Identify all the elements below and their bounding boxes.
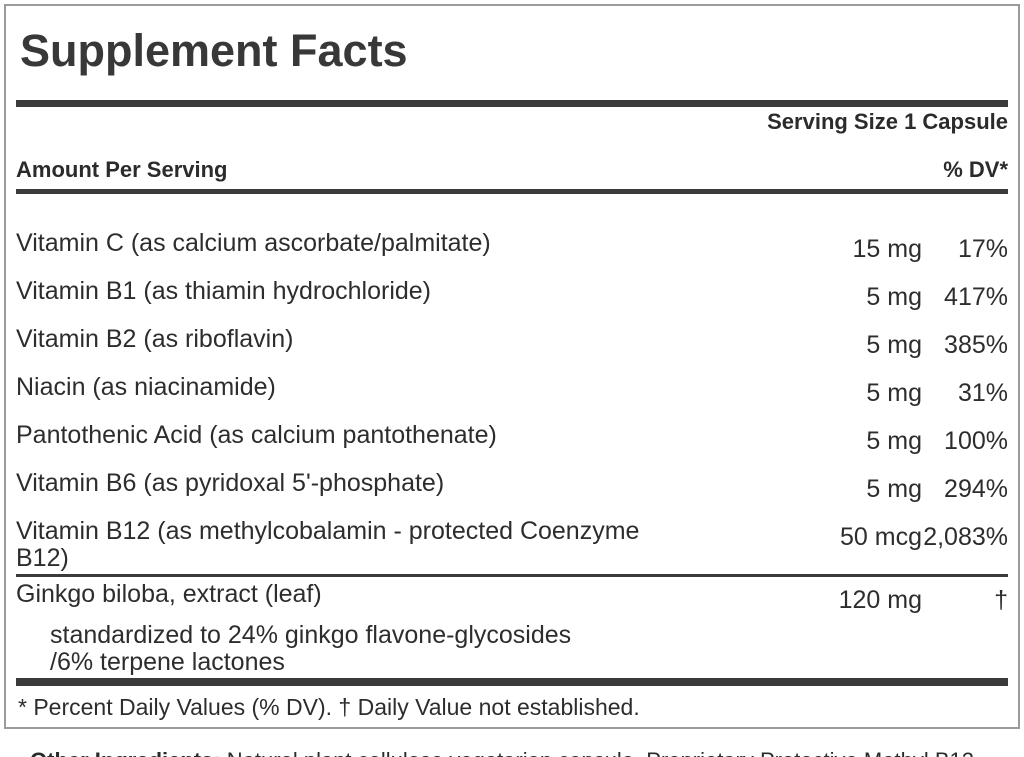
nutrient-amount: 5 mg [866, 283, 922, 311]
title-divider [16, 100, 1008, 107]
nutrient-name: Vitamin C (as calcium ascorbate/palmitat… [16, 229, 491, 257]
nutrient-amount: 15 mg [852, 235, 922, 263]
nutrient-row: Vitamin B2 (as riboflavin) 5 mg 385% [16, 326, 1008, 359]
nutrient-amount: 50 mcg [840, 523, 922, 551]
serving-size: Serving Size 1 Capsule [767, 109, 1008, 134]
nutrient-dv: 417% [944, 283, 1008, 311]
nutrient-dv: 294% [944, 475, 1008, 503]
percent-dv-header: % DV* [943, 157, 1008, 182]
nutrient-row: Niacin (as niacinamide) 5 mg 31% [16, 374, 1008, 407]
nutrient-dv: † [994, 586, 1008, 614]
nutrient-row: Pantothenic Acid (as calcium pantothenat… [16, 422, 1008, 455]
standardization-note-line-2: /6% terpene lactones [50, 648, 285, 676]
nutrient-row: Vitamin B12 (as methylcobalamin - protec… [16, 518, 1008, 572]
nutrient-dv: 385% [944, 331, 1008, 359]
column-header-row: Amount Per Serving % DV* [16, 157, 1008, 183]
nutrient-name: Vitamin B2 (as riboflavin) [16, 325, 294, 353]
supplement-facts-title: Supplement Facts [20, 25, 408, 76]
nutrient-amount: 5 mg [866, 427, 922, 455]
nutrient-name: Vitamin B1 (as thiamin hydrochloride) [16, 277, 432, 305]
nutrient-row: Ginkgo biloba, extract (leaf) 120 mg † [16, 581, 1008, 614]
nutrient-dv: 17% [957, 235, 1008, 263]
nutrient-name: Ginkgo biloba, extract (leaf) [16, 580, 322, 608]
nutrient-dv: 31% [957, 379, 1008, 407]
other-ingredients: Other Ingredients: Natural plant cellulo… [30, 743, 992, 757]
b12-ginkgo-divider [16, 574, 1008, 577]
other-ingredients-heading: Other Ingredients: [30, 748, 221, 757]
nutrient-amount: 5 mg [866, 379, 922, 407]
footnote-divider [16, 678, 1008, 686]
nutrient-name: Niacin (as niacinamide) [16, 373, 276, 401]
nutrient-name: Vitamin B6 (as pyridoxal 5'-phosphate) [16, 469, 445, 497]
nutrient-amount: 5 mg [866, 475, 922, 503]
nutrient-name: Vitamin B12 (as methylcobalamin - protec… [16, 517, 640, 572]
amount-per-serving-header: Amount Per Serving [16, 157, 228, 182]
other-ingredients-text: Natural plant cellulose vegetarian capsu… [30, 748, 974, 757]
nutrient-dv: 2,083% [923, 523, 1008, 551]
nutrient-name: Pantothenic Acid (as calcium pantothenat… [16, 421, 497, 449]
nutrient-rows: Vitamin C (as calcium ascorbate/palmitat… [16, 230, 1008, 676]
header-divider [16, 189, 1008, 194]
nutrient-row: Vitamin B1 (as thiamin hydrochloride) 5 … [16, 278, 1008, 311]
nutrient-row: Vitamin C (as calcium ascorbate/palmitat… [16, 230, 1008, 263]
nutrient-row: Vitamin B6 (as pyridoxal 5'-phosphate) 5… [16, 470, 1008, 503]
nutrient-amount: 120 mg [838, 586, 922, 614]
supplement-label: Supplement Facts Serving Size 1 Capsule … [4, 4, 1020, 729]
nutrient-amount: 5 mg [866, 331, 922, 359]
nutrient-dv: 100% [944, 427, 1008, 455]
standardization-note: standardized to 24% ginkgo flavone-glyco… [50, 622, 1008, 676]
dv-footnote: * Percent Daily Values (% DV). † Daily V… [18, 694, 640, 720]
standardization-note-line-1: standardized to 24% ginkgo flavone-glyco… [50, 621, 572, 649]
